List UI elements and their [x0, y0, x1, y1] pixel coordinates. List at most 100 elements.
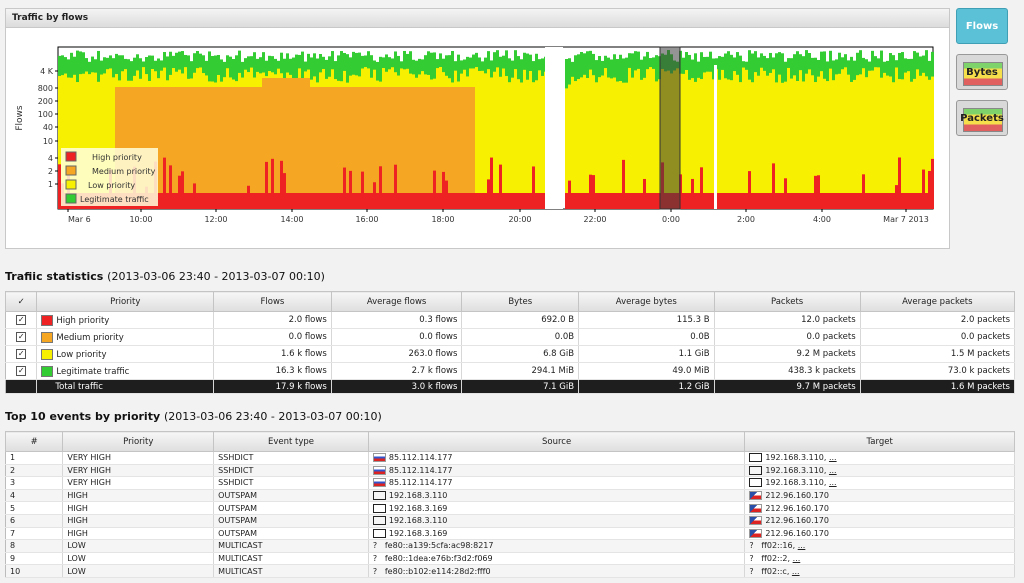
event-row[interactable]: 10 LOW MULTICAST? fe80::b102:e114:28d2:fff0… — [5, 564, 1015, 578]
event-source[interactable]: 85.112.114.177 — [388, 478, 453, 488]
event-row[interactable]: 6 HIGH OUTSPAM 192.168.3.110 212.96.160.170 — [5, 514, 1015, 528]
events-header-4[interactable]: Target — [744, 431, 1015, 452]
event-target[interactable]: 192.168.3.110, — [765, 453, 827, 463]
more-targets-link[interactable]: ... — [828, 478, 837, 488]
event-target[interactable]: 212.96.160.170 — [765, 491, 829, 501]
more-targets-link[interactable]: ... — [792, 554, 801, 564]
stats-header-5[interactable]: Average bytes — [578, 291, 715, 312]
low-bar — [475, 67, 478, 209]
high-bar — [688, 193, 691, 209]
stats-header-2[interactable]: Flows — [213, 291, 332, 312]
high-bar — [160, 193, 163, 209]
high-bar — [931, 158, 934, 209]
event-source[interactable]: fe80::a139:5cfa:ac98:8217 — [384, 541, 494, 551]
priority-checkbox[interactable]: ✓ — [16, 349, 27, 359]
high-bar — [568, 180, 571, 209]
event-target[interactable]: ff02::16, — [761, 541, 796, 551]
event-target[interactable]: ff02::2, — [761, 554, 791, 564]
event-source[interactable]: 192.168.3.169 — [388, 528, 448, 538]
low-bar — [742, 67, 745, 209]
stats-header-6[interactable]: Packets — [713, 291, 861, 312]
medium-bar — [265, 78, 268, 209]
event-row[interactable]: 5 HIGH OUTSPAM 192.168.3.169 212.96.160.170 — [5, 501, 1015, 515]
stat-flows: 16.3 k flows — [213, 362, 332, 380]
high-bar — [217, 193, 220, 209]
event-source[interactable]: fe80::b102:e114:28d2:fff0 — [384, 566, 491, 576]
priority-checkbox[interactable]: ✓ — [16, 315, 27, 325]
medium-bar — [391, 87, 394, 209]
event-target[interactable]: 212.96.160.170 — [765, 503, 829, 513]
traffic-chart[interactable]: 1 2 4 10 40 100 200 800 4 K Flows Mar 6 10:00 12:00 1… — [6, 28, 949, 248]
events-header-0[interactable]: # — [4, 431, 64, 452]
high-bar — [229, 193, 232, 209]
stats-header-3[interactable]: Average flows — [330, 291, 463, 312]
event-source[interactable]: 85.112.114.177 — [388, 465, 453, 475]
event-target[interactable]: 212.96.160.170 — [765, 528, 829, 538]
medium-bar — [241, 87, 244, 209]
more-targets-link[interactable]: ... — [828, 465, 837, 475]
low-bar — [886, 75, 889, 210]
event-source[interactable]: 192.168.3.110 — [388, 516, 448, 526]
flag-cz-icon — [749, 503, 763, 513]
stat-avg_flows: 2.7 k flows — [331, 362, 463, 380]
low-bar — [535, 80, 538, 209]
priority-checkbox[interactable]: ✓ — [16, 366, 27, 376]
packets-button[interactable]: Packets — [956, 100, 1008, 136]
priority-checkbox[interactable]: ✓ — [16, 332, 27, 342]
low-bar — [898, 79, 901, 209]
high-bar — [250, 193, 253, 209]
high-bar — [646, 193, 649, 209]
event-row[interactable]: 4 HIGH OUTSPAM 192.168.3.110 212.96.160.170 — [5, 489, 1015, 503]
low-bar — [514, 69, 517, 209]
stats-header-1[interactable]: Priority — [36, 291, 215, 312]
low-bar — [802, 81, 805, 209]
event-source[interactable]: 192.168.3.169 — [388, 503, 448, 513]
high-bar — [712, 193, 715, 209]
total-bytes: 7.1 GiB — [461, 379, 580, 394]
high-bar — [334, 193, 337, 209]
medium-bar — [175, 87, 178, 209]
high-bar — [796, 193, 799, 209]
high-bar — [436, 193, 439, 209]
events-header-2[interactable]: Event type — [213, 431, 369, 452]
event-row[interactable]: 9 LOW MULTICAST? fe80::1dea:e76b:f3d2:f069?… — [5, 552, 1015, 566]
low-bar — [781, 82, 784, 209]
more-targets-link[interactable]: ... — [797, 541, 806, 551]
more-targets-link[interactable]: ... — [791, 566, 800, 576]
event-target[interactable]: 212.96.160.170 — [765, 516, 829, 526]
event-source[interactable]: fe80::1dea:e76b:f3d2:f069 — [384, 554, 493, 564]
events-header-3[interactable]: Source — [367, 431, 746, 452]
event-row[interactable]: 3 VERY HIGH SSHDICT 85.112.114.177 192.168.3… — [5, 476, 1015, 490]
event-target[interactable]: 192.168.3.110, — [765, 465, 827, 475]
event-source[interactable]: 192.168.3.110 — [388, 491, 448, 501]
high-bar — [868, 193, 871, 209]
medium-bar — [421, 87, 424, 209]
event-row[interactable]: 8 LOW MULTICAST? fe80::a139:5cfa:ac98:8217?… — [5, 539, 1015, 553]
event-source[interactable]: 85.112.114.177 — [388, 453, 453, 463]
flag-cz-icon — [749, 491, 763, 501]
flows-button[interactable]: Flows — [956, 8, 1008, 44]
high-bar — [220, 193, 223, 209]
event-row[interactable]: 7 HIGH OUTSPAM 192.168.3.169 212.96.160.170 — [5, 527, 1015, 541]
bytes-button[interactable]: Bytes — [956, 54, 1008, 90]
event-target[interactable]: 192.168.3.110, — [765, 478, 827, 488]
event-row[interactable]: 1 VERY HIGH SSHDICT 85.112.114.177 192.168.3… — [5, 451, 1015, 465]
low-bar — [712, 79, 715, 209]
high-bar — [508, 193, 511, 209]
event-type: OUTSPAM — [213, 514, 369, 528]
stats-header-4[interactable]: Bytes — [461, 291, 580, 312]
medium-bar — [301, 78, 304, 209]
events-title: Top 10 events by priority (2013-03-06 23… — [5, 410, 382, 423]
medium-bar — [211, 87, 214, 209]
stats-header-0[interactable]: ✓ — [4, 291, 38, 312]
medium-bar — [220, 87, 223, 209]
low-bar — [850, 81, 853, 209]
event-row[interactable]: 2 VERY HIGH SSHDICT 85.112.114.177 192.168.3… — [5, 464, 1015, 478]
high-bar — [739, 193, 742, 209]
medium-bar — [361, 87, 364, 209]
event-target[interactable]: ff02::c, — [761, 566, 790, 576]
stats-header-7[interactable]: Average packets — [859, 291, 1016, 312]
events-header-1[interactable]: Priority — [62, 431, 215, 452]
more-targets-link[interactable]: ... — [828, 453, 837, 463]
high-bar — [394, 164, 397, 209]
